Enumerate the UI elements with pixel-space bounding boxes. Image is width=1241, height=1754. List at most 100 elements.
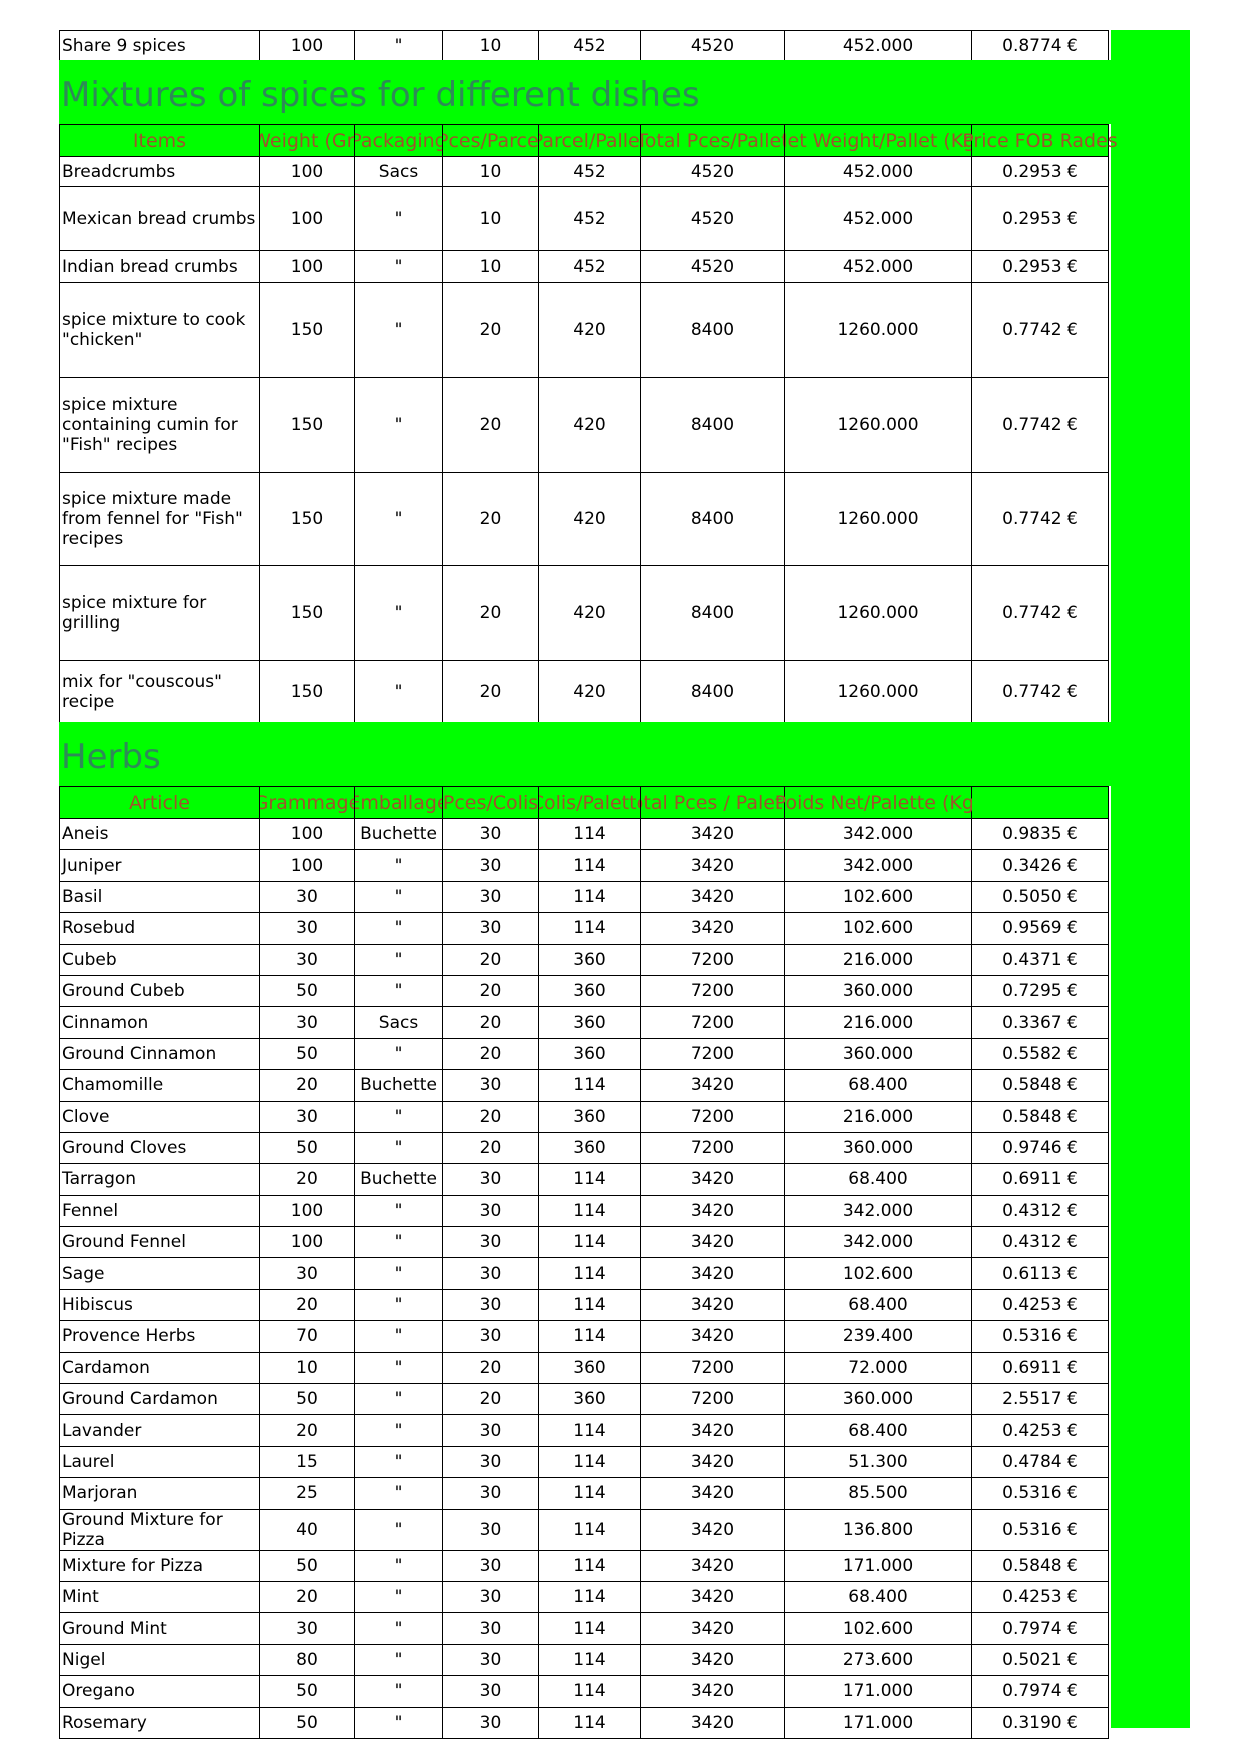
cell-item: Mixture for Pizza xyxy=(59,1549,260,1582)
cell-parcels-per-pallet: 452 xyxy=(538,186,641,251)
cell-packaging: " xyxy=(354,250,443,283)
cell-weight: 30 xyxy=(259,1006,355,1039)
cell-price: 2.5517 € xyxy=(971,1383,1109,1416)
cell-total-pieces: 3420 xyxy=(640,1549,785,1582)
cell-net-weight: 452.000 xyxy=(784,250,972,283)
cell-packaging: " xyxy=(354,1508,443,1551)
column-header-label: Pces/Colis xyxy=(442,791,539,814)
cell-weight: 30 xyxy=(259,880,355,914)
cell-item: Lavander xyxy=(59,1414,260,1447)
cell-net-weight: 216.000 xyxy=(784,1100,972,1133)
cell-price: 0.4312 € xyxy=(971,1194,1109,1228)
cell-weight: 150 xyxy=(259,377,355,473)
cell-price: 0.9569 € xyxy=(971,912,1109,945)
cell-price: 0.7742 € xyxy=(971,377,1109,473)
cell-packaging: " xyxy=(354,974,443,1008)
cell-pieces-per-parcel: 10 xyxy=(442,186,539,251)
cell-item: Basil xyxy=(59,880,260,914)
cell-price: 0.8774 € xyxy=(971,30,1109,61)
cell-packaging: " xyxy=(354,880,443,914)
cell-net-weight: 72.000 xyxy=(784,1351,972,1385)
table-row: Marjoran 25 " 30 114 3420 85.500 0.5316 € xyxy=(59,1477,1109,1510)
table-row: Mexican bread crumbs 100 " 10 452 4520 452.000… xyxy=(59,186,1109,251)
cell-weight: 100 xyxy=(259,849,355,882)
cell-net-weight: 452.000 xyxy=(784,186,972,251)
cell-packaging: " xyxy=(354,186,443,251)
cell-price: 0.5848 € xyxy=(971,1069,1109,1102)
cell-item: Ground Cloves xyxy=(59,1131,260,1165)
cell-pieces-per-parcel: 30 xyxy=(442,1288,539,1322)
cell-price: 0.4253 € xyxy=(971,1414,1109,1447)
column-header-label: Net Weight/Pallet (Kg) xyxy=(786,129,971,152)
cell-item: Juniper xyxy=(59,849,260,882)
cell-pieces-per-parcel: 30 xyxy=(442,880,539,914)
cell-weight: 150 xyxy=(259,660,355,723)
cell-total-pieces: 7200 xyxy=(640,943,785,976)
column-header-total-pieces: Total Pces/Pallet xyxy=(640,124,785,157)
cell-price: 0.3426 € xyxy=(971,849,1109,882)
column-header-label: Emballage xyxy=(356,791,442,814)
cell-pieces-per-parcel: 20 xyxy=(442,472,539,566)
cell-price: 0.7742 € xyxy=(971,282,1109,378)
cell-item: Hibiscus xyxy=(59,1288,260,1322)
cell-weight: 30 xyxy=(259,943,355,976)
cell-net-weight: 342.000 xyxy=(784,849,972,882)
cell-total-pieces: 8400 xyxy=(640,660,785,723)
cell-total-pieces: 4520 xyxy=(640,30,785,61)
cell-weight: 20 xyxy=(259,1288,355,1322)
cell-parcels-per-pallet: 114 xyxy=(538,1706,641,1739)
cell-pieces-per-parcel: 30 xyxy=(442,1194,539,1228)
column-header-item: Article xyxy=(59,786,260,819)
cell-weight: 50 xyxy=(259,1037,355,1071)
cell-price: 0.7295 € xyxy=(971,974,1109,1008)
top-row-table: Share 9 spices 100 " 10 452 4520 452.000 0.8774… xyxy=(59,30,1109,61)
column-header-price xyxy=(971,786,1109,819)
section-title-mixtures: Mixtures of spices for different dishes xyxy=(61,75,700,115)
cell-total-pieces: 3420 xyxy=(640,880,785,914)
cell-price: 0.5848 € xyxy=(971,1100,1109,1133)
cell-price: 0.2953 € xyxy=(971,156,1109,187)
column-header-label: Grammage xyxy=(261,791,354,814)
section-title-herbs: Herbs xyxy=(61,737,161,777)
cell-total-pieces: 3420 xyxy=(640,1163,785,1196)
table-row: Hibiscus 20 " 30 114 3420 68.400 0.4253 € xyxy=(59,1288,1109,1322)
cell-parcels-per-pallet: 114 xyxy=(538,1508,641,1551)
cell-total-pieces: 3420 xyxy=(640,1226,785,1259)
cell-item: Aneis xyxy=(59,817,260,851)
cell-packaging: " xyxy=(354,377,443,473)
cell-item: mix for "couscous" recipe xyxy=(59,660,260,723)
cell-item: spice mixture containing cumin for "Fish… xyxy=(59,377,260,473)
table-row: Rosebud 30 " 30 114 3420 102.600 0.9569 € xyxy=(59,912,1109,945)
cell-weight: 20 xyxy=(259,1163,355,1196)
cell-weight: 70 xyxy=(259,1320,355,1353)
cell-net-weight: 102.600 xyxy=(784,1257,972,1290)
column-header-label: Poids Net/Palette (Kg) xyxy=(774,791,982,814)
cell-packaging: " xyxy=(354,1643,443,1677)
column-header-label: Total Pces / Palette xyxy=(642,791,784,814)
cell-pieces-per-parcel: 20 xyxy=(442,1037,539,1071)
cell-total-pieces: 3420 xyxy=(640,1580,785,1614)
cell-net-weight: 102.600 xyxy=(784,912,972,945)
cell-pieces-per-parcel: 30 xyxy=(442,1508,539,1551)
table-row: Juniper 100 " 30 114 3420 342.000 0.3426 € xyxy=(59,849,1109,882)
table-row: Ground Cubeb 50 " 20 360 7200 360.000 0.7295 € xyxy=(59,974,1109,1008)
cell-packaging: " xyxy=(354,1131,443,1165)
cell-price: 0.7742 € xyxy=(971,472,1109,566)
cell-weight: 100 xyxy=(259,156,355,187)
cell-price: 0.3367 € xyxy=(971,1006,1109,1039)
cell-parcels-per-pallet: 114 xyxy=(538,1163,641,1196)
cell-price: 0.9746 € xyxy=(971,1131,1109,1165)
table-row: Basil 30 " 30 114 3420 102.600 0.5050 € xyxy=(59,880,1109,914)
cell-item: Nigel xyxy=(59,1643,260,1677)
cell-pieces-per-parcel: 30 xyxy=(442,1706,539,1739)
cell-net-weight: 360.000 xyxy=(784,1037,972,1071)
cell-weight: 30 xyxy=(259,912,355,945)
herbs-table: Article GrammageEmballagePces/ColisColis/… xyxy=(59,786,1109,1739)
cell-parcels-per-pallet: 114 xyxy=(538,1675,641,1708)
cell-item: Cardamon xyxy=(59,1351,260,1385)
cell-net-weight: 273.600 xyxy=(784,1643,972,1677)
cell-weight: 15 xyxy=(259,1445,355,1479)
cell-weight: 20 xyxy=(259,1414,355,1447)
cell-price: 0.3190 € xyxy=(971,1706,1109,1739)
cell-total-pieces: 3420 xyxy=(640,1706,785,1739)
